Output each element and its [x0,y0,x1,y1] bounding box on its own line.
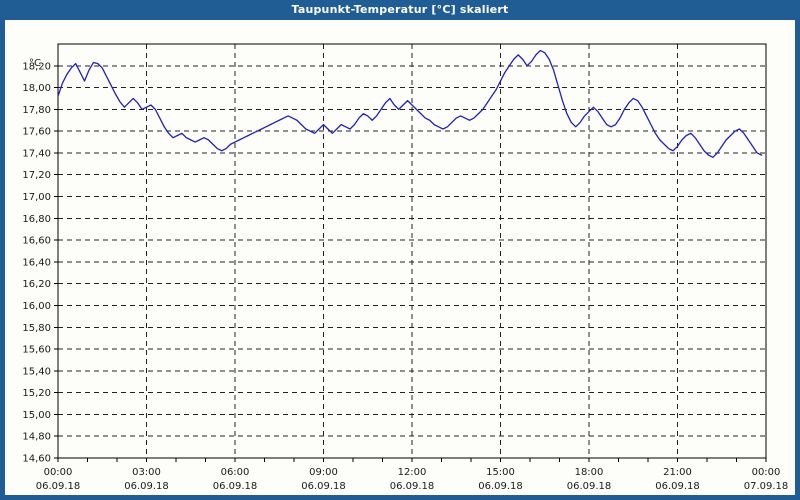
svg-text:07.09.18: 07.09.18 [744,481,789,492]
svg-text:21:00: 21:00 [663,467,692,478]
svg-text:00:00: 00:00 [44,467,73,478]
svg-text:18:00: 18:00 [575,467,604,478]
axis-ticks [54,65,767,462]
svg-text:17,20: 17,20 [22,170,51,181]
svg-text:16,40: 16,40 [22,257,51,268]
svg-text:17,60: 17,60 [22,127,51,138]
svg-text:15:00: 15:00 [486,467,515,478]
svg-text:16,20: 16,20 [22,279,51,290]
svg-text:14,60: 14,60 [22,454,51,465]
y-axis-unit-label: °C [29,58,41,69]
svg-text:06.09.18: 06.09.18 [655,481,700,492]
svg-text:00:00: 00:00 [752,467,781,478]
grid-lines [58,43,766,459]
svg-text:17,00: 17,00 [22,192,51,203]
svg-text:15,60: 15,60 [22,345,51,356]
chart-plot: 18,20 18,00 17,80 17,60 17,40 17,20 17,00 16,80… [22,43,788,492]
axis-frame [57,43,767,459]
svg-text:09:00: 09:00 [309,467,338,478]
svg-text:16,00: 16,00 [22,301,51,312]
svg-text:06.09.18: 06.09.18 [301,481,346,492]
svg-text:18,20: 18,20 [22,61,51,72]
svg-text:16,80: 16,80 [22,214,51,225]
svg-text:06.09.18: 06.09.18 [36,481,81,492]
data-series [57,49,763,158]
svg-text:18,00: 18,00 [22,83,51,94]
svg-text:15,00: 15,00 [22,410,51,421]
svg-text:06.09.18: 06.09.18 [213,481,258,492]
svg-text:06:00: 06:00 [221,467,250,478]
svg-text:14,80: 14,80 [22,432,51,443]
chart-canvas: °C 18,20 18,00 17,80 17,60 17,40 17,20 17,00 16… [4,19,796,496]
axis-labels: 18,20 18,00 17,80 17,60 17,40 17,20 17,00 16,80… [22,61,788,492]
svg-text:12:00: 12:00 [398,467,427,478]
svg-text:06.09.18: 06.09.18 [567,481,612,492]
svg-text:15,40: 15,40 [22,366,51,377]
svg-text:06.09.18: 06.09.18 [390,481,435,492]
svg-text:15,20: 15,20 [22,388,51,399]
svg-text:16,60: 16,60 [22,236,51,247]
svg-text:06.09.18: 06.09.18 [124,481,169,492]
svg-text:15,80: 15,80 [22,323,51,334]
svg-text:17,40: 17,40 [22,148,51,159]
window-title: Taupunkt-Temperatur [°C] skaliert [0,0,800,19]
svg-text:06.09.18: 06.09.18 [478,481,523,492]
svg-text:03:00: 03:00 [132,467,161,478]
svg-text:17,80: 17,80 [22,105,51,116]
